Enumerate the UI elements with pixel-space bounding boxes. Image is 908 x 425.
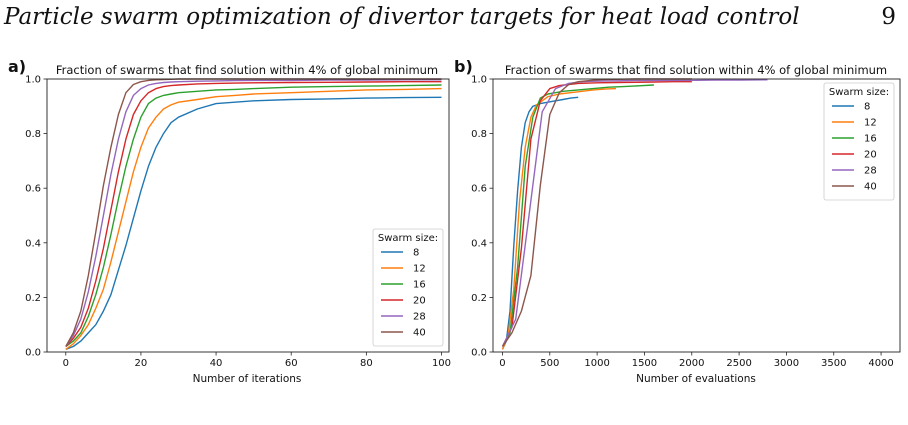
legend-label-8: 8 (864, 102, 870, 113)
y-tick-label: 0.0 (471, 348, 487, 359)
x-tick-label: 100 (432, 358, 451, 369)
y-tick-label: 1.0 (471, 75, 487, 86)
legend-title: Swarm size: (829, 87, 889, 98)
series-line-8 (65, 96, 442, 350)
legend-box (372, 228, 444, 347)
x-tick-label: 0 (63, 358, 69, 369)
legend-label-12: 12 (864, 118, 877, 129)
x-axis-label-b: Number of evaluations (636, 373, 756, 385)
page-header: Particle swarm optimization of divertor … (4, 4, 800, 30)
panel-label-a: a) (8, 57, 26, 76)
series-line-16 (65, 84, 442, 348)
x-tick-label: 40 (210, 358, 223, 369)
legend-box (823, 82, 895, 201)
chart-title-a: Fraction of swarms that find solution wi… (56, 63, 438, 77)
x-tick-label: 1500 (632, 358, 657, 369)
legend-label-12: 12 (413, 264, 426, 275)
series-line-28 (501, 79, 768, 347)
x-tick-label: 1000 (584, 358, 609, 369)
page-number: 9 (881, 4, 896, 30)
legend-label-28: 28 (413, 312, 426, 323)
legend-label-28: 28 (864, 166, 877, 177)
legend-label-16: 16 (413, 280, 426, 291)
x-tick-label: 4000 (868, 358, 893, 369)
y-tick-label: 0.8 (471, 129, 487, 140)
legend-a: Swarm size: 8 12 16 20 28 40 (372, 228, 444, 347)
series-line-16 (501, 84, 654, 347)
plot-frame-a (46, 78, 450, 353)
series-line-20 (501, 80, 692, 347)
x-tick-label: 20 (135, 358, 148, 369)
x-tick-label: 3500 (821, 358, 846, 369)
legend-label-20: 20 (864, 150, 877, 161)
y-tick-label: 0.6 (25, 184, 41, 195)
series-line-20 (65, 80, 442, 347)
y-tick-label: 0.6 (471, 184, 487, 195)
legend-label-16: 16 (864, 134, 877, 145)
chart-panel-a: a) Fraction of swarms that find solution… (8, 57, 451, 385)
legend-label-20: 20 (413, 296, 426, 307)
legend-title: Swarm size: (378, 233, 438, 244)
y-tick-label: 0.2 (25, 293, 41, 304)
panel-label-b: b) (454, 57, 473, 76)
series-line-8 (501, 96, 579, 350)
plot-frame-b (492, 78, 901, 353)
x-tick-label: 0 (499, 358, 505, 369)
chart-panel-b: b) Fraction of swarms that find solution… (454, 57, 901, 385)
series-line-12 (65, 87, 442, 350)
x-tick-label: 500 (540, 358, 559, 369)
x-tick-label: 60 (285, 358, 298, 369)
y-tick-label: 0.8 (25, 129, 41, 140)
legend-label-40: 40 (864, 182, 877, 193)
series-line-28 (65, 79, 442, 347)
x-tick-label: 3000 (774, 358, 799, 369)
chart-title-b: Fraction of swarms that find solution wi… (505, 63, 887, 77)
y-tick-label: 0.2 (471, 293, 487, 304)
legend-b: Swarm size: 8 12 16 20 28 40 (823, 82, 895, 201)
legend-label-8: 8 (413, 248, 419, 259)
series-line-12 (501, 87, 617, 350)
legend-label-40: 40 (413, 328, 426, 339)
y-tick-label: 0.4 (471, 238, 487, 249)
y-tick-label: 0.0 (25, 348, 41, 359)
x-tick-label: 2500 (726, 358, 751, 369)
y-tick-label: 0.4 (25, 238, 41, 249)
y-tick-label: 1.0 (25, 75, 41, 86)
x-tick-label: 80 (360, 358, 373, 369)
x-axis-label-a: Number of iterations (193, 373, 302, 385)
x-tick-label: 2000 (679, 358, 704, 369)
